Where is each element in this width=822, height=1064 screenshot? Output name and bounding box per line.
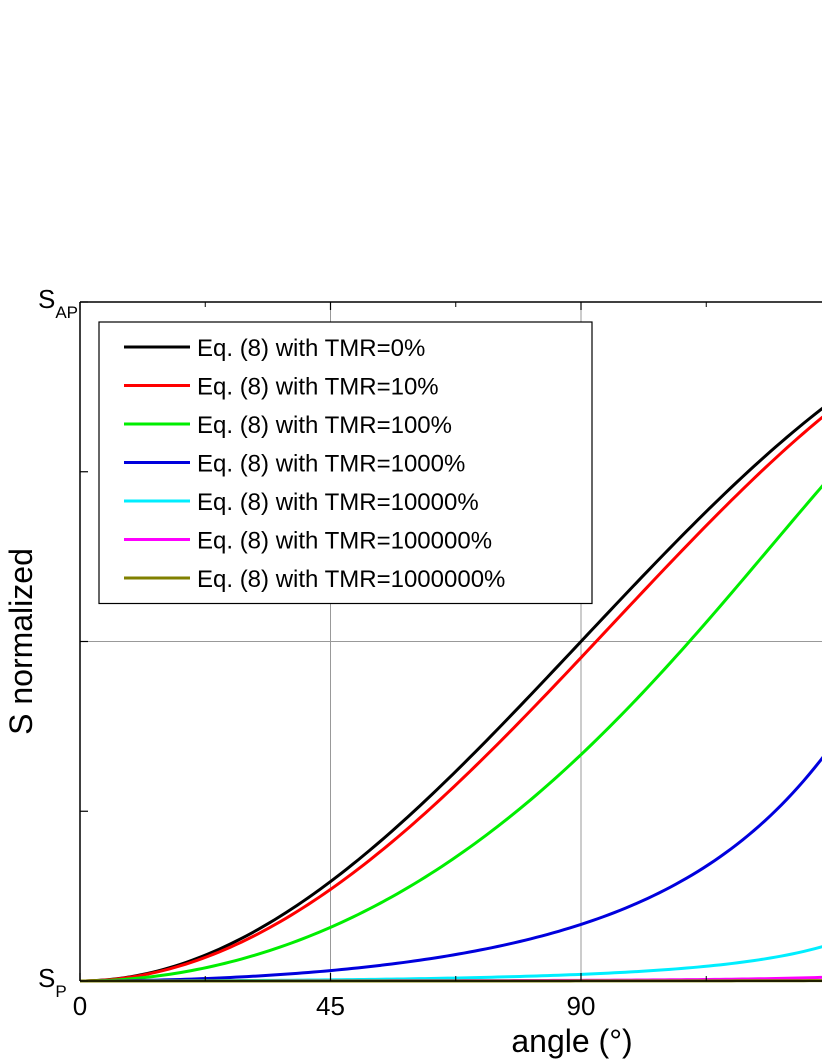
legend-label-5: Eq. (8) with TMR=100000% (197, 528, 492, 555)
series-line-2 (79, 484, 822, 983)
x-axis-title: angle (°) (511, 1023, 632, 1059)
legend-label-6: Eq. (8) with TMR=1000000% (197, 566, 505, 593)
y-tick-label: SP (38, 963, 67, 1001)
legend-label-1: Eq. (8) with TMR=10% (197, 374, 439, 401)
x-tick-label: 90 (567, 991, 596, 1021)
legend: Eq. (8) with TMR=0% Eq. (8) with TMR=10% E… (98, 321, 593, 605)
legend-label-3: Eq. (8) with TMR=1000% (197, 451, 465, 478)
series-line-3 (80, 755, 822, 983)
legend-label-0: Eq. (8) with TMR=0% (197, 335, 425, 362)
x-tick-label: 0 (73, 991, 87, 1021)
series-line-1 (79, 415, 822, 983)
y-axis-title: S normalized (3, 548, 39, 735)
x-tick-label: 45 (316, 991, 345, 1021)
legend-label-2: Eq. (8) with TMR=100% (197, 412, 452, 439)
legend-label-4: Eq. (8) with TMR=10000% (197, 489, 479, 516)
series-line-0 (79, 406, 822, 983)
y-tick-label: SAP (38, 284, 78, 322)
axes: 045901SPSAPangle (°)S normalized (3, 284, 822, 1059)
